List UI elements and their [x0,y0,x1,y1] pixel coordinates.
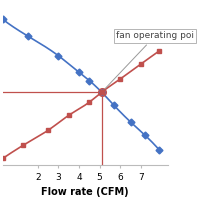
X-axis label: Flow rate (CFM): Flow rate (CFM) [41,187,129,197]
Text: fan operating poi: fan operating poi [104,31,194,90]
